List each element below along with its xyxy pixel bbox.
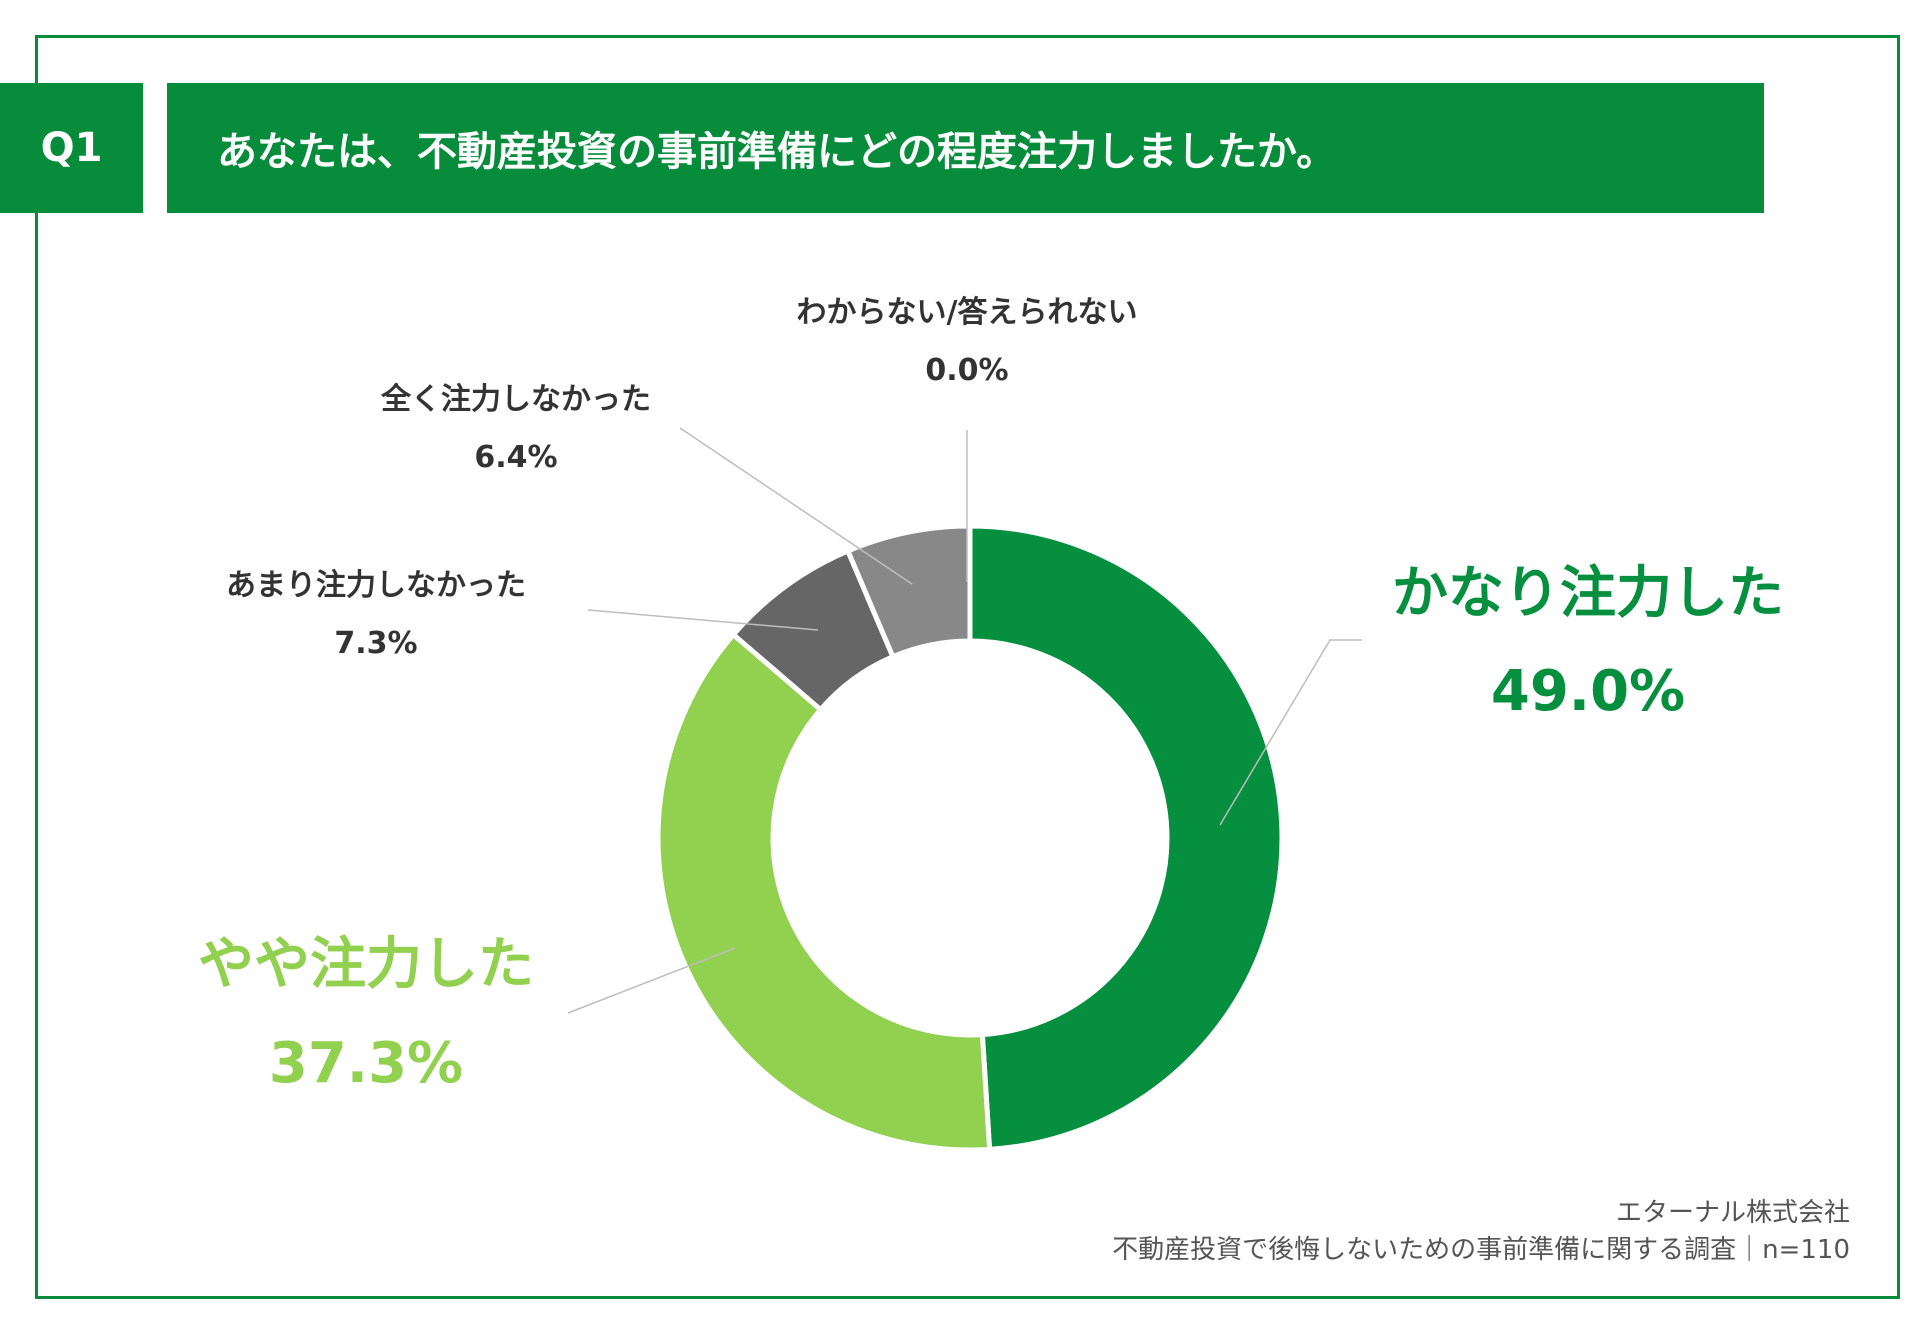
category-label-kanari: かなり注力した: [1392, 561, 1784, 626]
leader-lines: [567, 427, 1362, 1014]
category-label-wakaranai: わからない/答えられない: [797, 295, 1138, 330]
leader-line-amari: [587, 609, 819, 631]
category-label-mattaku: 全く注力しなかった: [380, 382, 651, 417]
survey-info: 不動産投資で後悔しないための事前準備に関する調査｜n=110: [1112, 1235, 1850, 1265]
leader-line-mattaku: [679, 427, 913, 585]
value-label-amari: 7.3%: [334, 626, 417, 661]
question-badge: Q1: [0, 83, 143, 213]
value-label-kanari: 49.0%: [1491, 659, 1685, 724]
value-label-mattaku: 6.4%: [474, 440, 557, 475]
donut-slices: [655, 523, 1285, 1153]
category-label-yaya: やや注力した: [198, 932, 534, 997]
leader-line-yaya: [567, 947, 736, 1014]
chart-frame: [35, 35, 1900, 1299]
company-name: エターナル株式会社: [1615, 1198, 1850, 1228]
donut-slice-yaya: [655, 632, 993, 1153]
value-label-yaya: 37.3%: [269, 1031, 463, 1096]
value-label-wakaranai: 0.0%: [925, 353, 1008, 388]
leader-line-kanari: [1219, 639, 1362, 826]
category-label-amari: あまり注力しなかった: [226, 568, 526, 603]
source-note: エターナル株式会社 不動産投資で後悔しないための事前準備に関する調査｜n=110: [1112, 1195, 1850, 1269]
donut-slice-mattaku: [845, 523, 973, 660]
donut-slice-kanari: [967, 523, 1285, 1152]
question-title: あなたは、不動産投資の事前準備にどの程度注力しましたか。: [167, 83, 1764, 213]
